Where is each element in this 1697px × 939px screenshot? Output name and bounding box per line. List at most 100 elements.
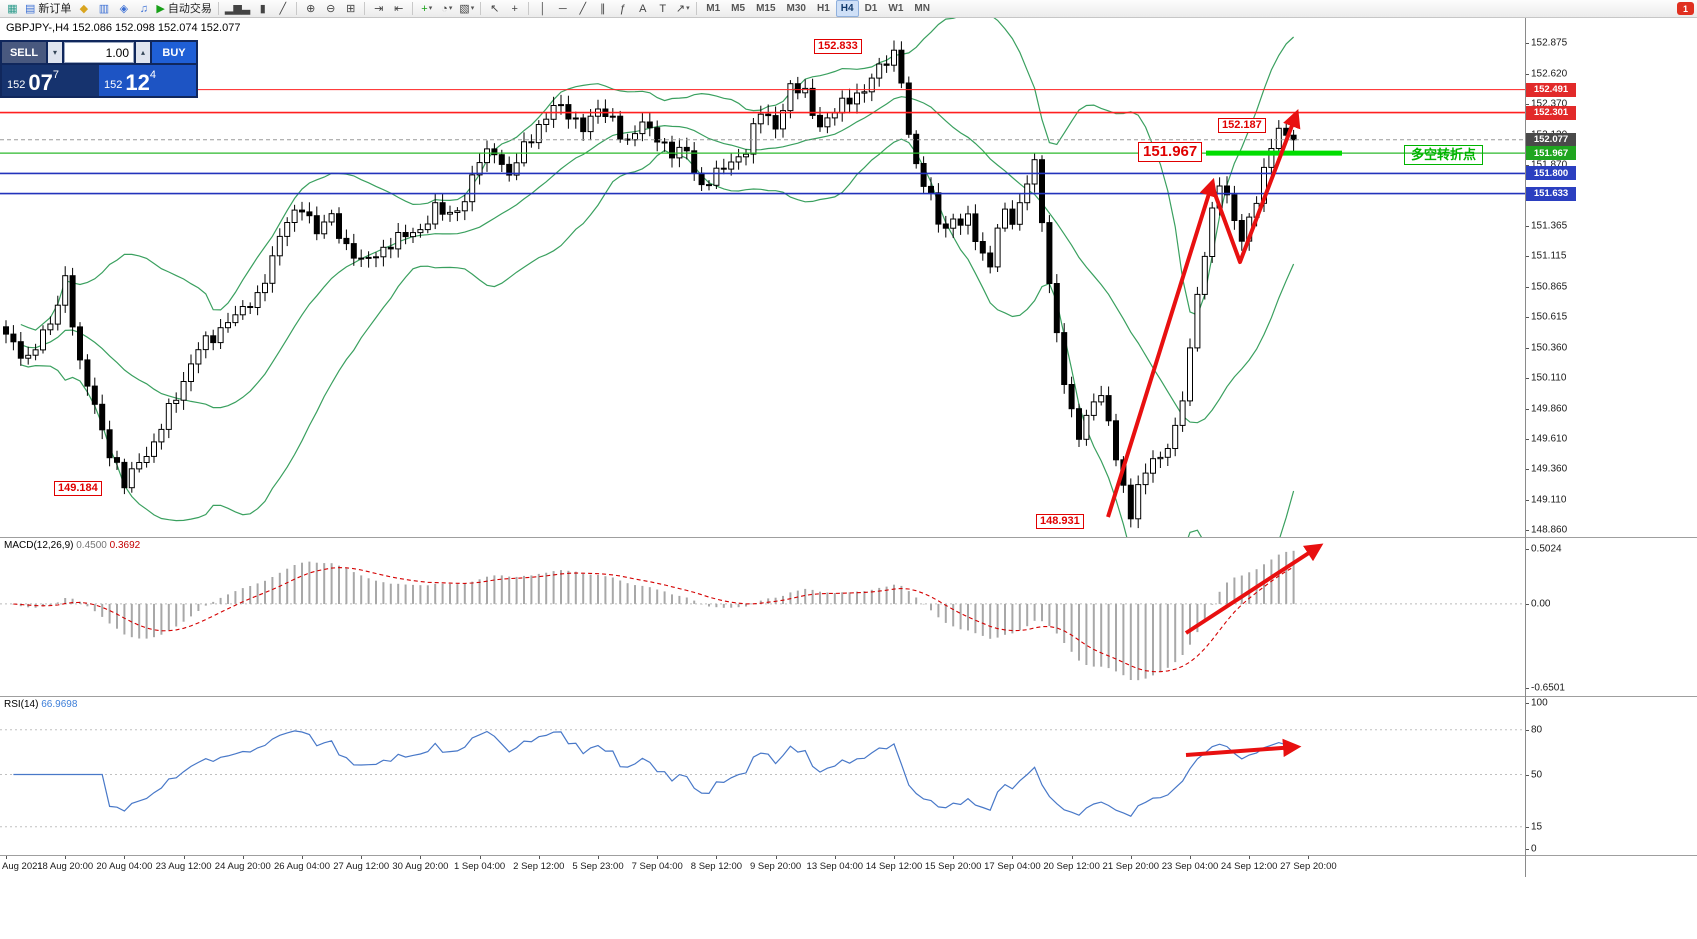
- price-badge-151.800: 151.800: [1526, 166, 1576, 181]
- notification-badge[interactable]: 1: [1677, 2, 1694, 15]
- timeframe-m1[interactable]: M1: [706, 3, 721, 14]
- time-label: 2 Sep 12:00: [513, 861, 565, 872]
- zoom-in-icon[interactable]: ⊕: [301, 1, 320, 17]
- time-label: Aug 2021: [2, 861, 43, 872]
- sell-price[interactable]: 152 07 7: [2, 65, 99, 96]
- volume-input[interactable]: [64, 42, 134, 63]
- scale-label: 150.110: [1531, 372, 1567, 384]
- templates-button[interactable]: ▧ ▾: [457, 1, 476, 17]
- navigator-icon[interactable]: ◈: [114, 1, 133, 17]
- horizontal-line-icon[interactable]: ─: [553, 1, 572, 17]
- volume-stepper-up[interactable]: ▴: [136, 42, 150, 63]
- scale-tick: [1525, 499, 1529, 501]
- panel-separator[interactable]: [0, 855, 1697, 856]
- arrows-glyph: ↗: [675, 2, 686, 15]
- buy-price[interactable]: 152 12 4: [99, 65, 196, 96]
- scale-label: 152.875: [1531, 37, 1568, 49]
- chart-window-icon[interactable]: ▦: [3, 1, 22, 17]
- scale-tick: [1525, 226, 1529, 228]
- chart-shift-icon[interactable]: ⇤: [389, 1, 408, 17]
- timeframe-h4[interactable]: H4: [835, 0, 859, 17]
- scale-tick: [1525, 348, 1529, 350]
- scale-tick: [1525, 729, 1529, 731]
- terminal-icon[interactable]: ♫: [134, 1, 153, 17]
- label-glyph: T: [659, 2, 667, 15]
- scale-label: 151.365: [1531, 220, 1568, 232]
- sell-button[interactable]: SELL: [2, 42, 46, 63]
- time-label: 24 Sep 12:00: [1220, 861, 1278, 872]
- data-window-icon[interactable]: ▥: [94, 1, 113, 17]
- cursor-glyph: ↖: [490, 2, 500, 15]
- price-badge-151.633: 151.633: [1526, 186, 1576, 201]
- price-scale[interactable]: 152.875152.620152.370152.120151.870151.6…: [1525, 18, 1697, 537]
- timeframe-w1[interactable]: W1: [888, 3, 904, 14]
- price-badge-152.077: 152.077: [1526, 132, 1576, 147]
- timeframe-h1[interactable]: H1: [816, 3, 830, 14]
- scale-tick: [1525, 703, 1529, 704]
- bar-chart-icon[interactable]: ▂▆▃: [223, 1, 252, 17]
- timeframe-m5[interactable]: M5: [731, 3, 746, 14]
- time-tick: [657, 855, 659, 859]
- tile-windows-icon[interactable]: ⊞: [341, 1, 360, 17]
- time-tick: [6, 855, 7, 859]
- zoom-out-icon[interactable]: ⊖: [321, 1, 340, 17]
- cursor-icon[interactable]: ↖: [485, 1, 504, 17]
- scale-tick: [1525, 42, 1529, 44]
- scale-tick: [1525, 164, 1529, 166]
- fibonacci-icon[interactable]: ƒ: [613, 1, 632, 17]
- auto-scroll-icon[interactable]: ⇥: [369, 1, 388, 17]
- macd-chart[interactable]: [0, 537, 1697, 696]
- scale-tick: [1525, 530, 1529, 531]
- scale-label: 152.620: [1531, 68, 1568, 80]
- market-watch-icon[interactable]: ◆: [74, 1, 93, 17]
- buy-button[interactable]: BUY: [152, 42, 196, 63]
- auto-trading-label: 自动交易: [167, 2, 212, 15]
- candlestick-chart[interactable]: [0, 18, 1697, 537]
- periods-button[interactable]: ◔ ▾: [437, 1, 456, 17]
- timeframe-mn[interactable]: MN: [914, 3, 930, 14]
- panel-separator[interactable]: [0, 537, 1697, 538]
- scale-tick: [1525, 849, 1529, 850]
- rsi-scale[interactable]: 100 80 50 15 0: [1525, 696, 1697, 855]
- scale-label: 151.115: [1531, 250, 1567, 262]
- timeframe-m30[interactable]: M30: [786, 3, 806, 14]
- time-tick: [1308, 855, 1310, 859]
- candlestick-chart-icon[interactable]: ▮: [253, 1, 272, 17]
- time-label: 30 Aug 20:00: [392, 861, 449, 872]
- time-label: 20 Sep 12:00: [1043, 861, 1100, 872]
- label-tool-icon[interactable]: T: [653, 1, 672, 17]
- buy-price-sup: 4: [149, 69, 156, 81]
- time-label: 27 Aug 12:00: [333, 861, 390, 872]
- price-badge-152.301: 152.301: [1526, 105, 1576, 120]
- timeframe-m15[interactable]: M15: [756, 3, 776, 14]
- auto-trading-button[interactable]: ▶ 自动交易: [154, 1, 213, 17]
- macd-panel: MACD(12,26,9) 0.4500 0.3692 0.5024 0.00 -0…: [0, 537, 1697, 696]
- arrows-tool-icon[interactable]: ↗ ▾: [673, 1, 692, 17]
- crosshair-icon[interactable]: +: [505, 1, 524, 17]
- periods-caret-icon: ▾: [448, 4, 453, 12]
- time-tick: [183, 855, 185, 859]
- toolbar-separator: [217, 2, 219, 15]
- panel-separator[interactable]: [0, 696, 1697, 697]
- sell-dropdown[interactable]: ▾: [48, 42, 62, 63]
- toolbar-separator: [528, 2, 530, 15]
- time-tick: [65, 855, 67, 859]
- data-window-glyph: ▥: [98, 2, 110, 15]
- macd-scale[interactable]: 0.5024 0.00 -0.6501: [1525, 537, 1697, 696]
- time-label: 17 Sep 04:00: [984, 861, 1041, 872]
- channel-icon[interactable]: ∥: [593, 1, 612, 17]
- vertical-line-icon[interactable]: │: [533, 1, 552, 17]
- indicators-button[interactable]: + ▾: [417, 1, 436, 17]
- text-tool-icon[interactable]: A: [633, 1, 652, 17]
- timeframe-d1[interactable]: D1: [864, 3, 878, 14]
- rsi-chart[interactable]: [0, 696, 1697, 855]
- new-order-button[interactable]: ▤ 新订单: [23, 1, 73, 17]
- trendline-icon[interactable]: ╱: [573, 1, 592, 17]
- time-scale[interactable]: Aug 2021 18 Aug 20:00 20 Aug 04:00 23 Aug 1…: [0, 855, 1697, 877]
- time-tick: [598, 855, 599, 859]
- scale-label: 100: [1531, 697, 1548, 709]
- channel-glyph: ∥: [600, 2, 606, 15]
- sell-price-sup: 7: [52, 69, 59, 81]
- line-chart-icon[interactable]: ╱: [273, 1, 292, 17]
- templates-icon: ▧: [459, 2, 470, 15]
